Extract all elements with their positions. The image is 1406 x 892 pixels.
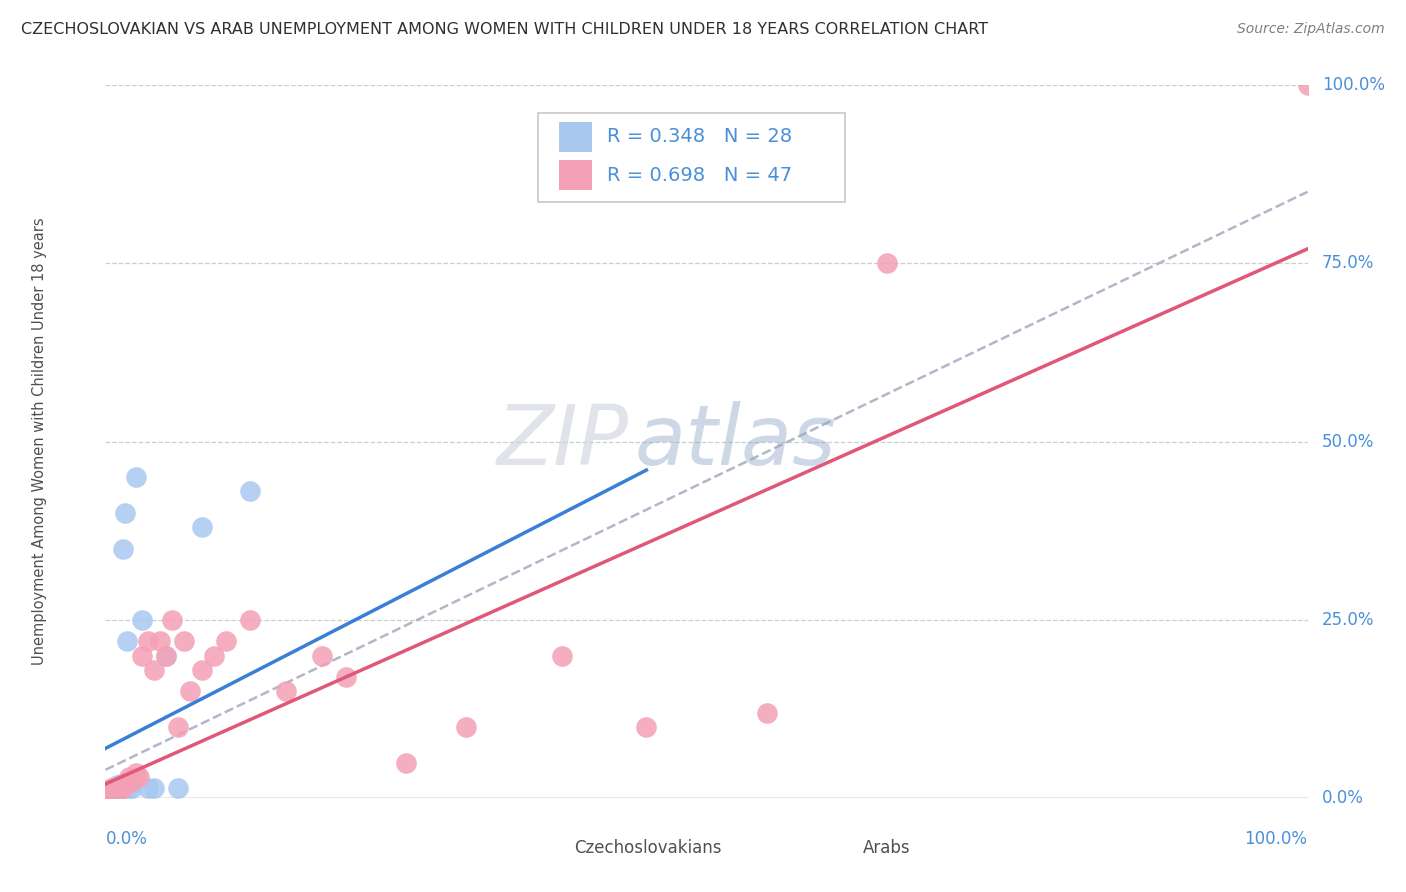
Point xyxy=(104,782,127,797)
Text: Unemployment Among Women with Children Under 18 years: Unemployment Among Women with Children U… xyxy=(32,218,46,665)
Text: 0.0%: 0.0% xyxy=(1322,789,1364,807)
Point xyxy=(456,720,478,734)
Point xyxy=(96,788,118,802)
Point xyxy=(104,782,127,797)
Point xyxy=(105,784,128,798)
Text: CZECHOSLOVAKIAN VS ARAB UNEMPLOYMENT AMONG WOMEN WITH CHILDREN UNDER 18 YEARS CO: CZECHOSLOVAKIAN VS ARAB UNEMPLOYMENT AMO… xyxy=(21,22,988,37)
Text: 100.0%: 100.0% xyxy=(1322,76,1385,94)
Point xyxy=(136,780,159,795)
Point xyxy=(166,720,188,734)
Point xyxy=(98,787,121,801)
Point xyxy=(166,780,188,795)
Point xyxy=(114,779,136,793)
Point xyxy=(214,634,236,648)
Point xyxy=(274,684,297,698)
Text: 75.0%: 75.0% xyxy=(1322,254,1375,272)
Point xyxy=(97,788,120,802)
Point xyxy=(115,634,138,648)
Point xyxy=(190,520,212,534)
Point xyxy=(98,786,121,800)
Point xyxy=(100,786,122,800)
Point xyxy=(107,780,129,795)
Point xyxy=(190,663,212,677)
FancyBboxPatch shape xyxy=(558,161,592,190)
Point xyxy=(142,780,165,795)
Text: 50.0%: 50.0% xyxy=(1322,433,1375,450)
FancyBboxPatch shape xyxy=(538,113,845,202)
Point xyxy=(112,777,135,791)
Point xyxy=(118,770,141,784)
Point xyxy=(155,648,177,663)
Point xyxy=(108,780,131,795)
Point xyxy=(98,788,121,802)
Point xyxy=(118,780,141,795)
Point xyxy=(755,706,778,720)
Point xyxy=(108,782,131,797)
Point xyxy=(98,784,121,798)
Text: atlas: atlas xyxy=(634,401,837,482)
Point xyxy=(111,780,134,795)
Point xyxy=(128,770,150,784)
Point xyxy=(121,780,143,795)
Point xyxy=(335,670,357,684)
Point xyxy=(101,786,124,800)
Point xyxy=(100,782,122,797)
Text: 100.0%: 100.0% xyxy=(1244,830,1308,848)
Point xyxy=(148,634,170,648)
Text: ZIP: ZIP xyxy=(496,401,628,482)
Point xyxy=(876,256,898,270)
Point xyxy=(98,784,121,798)
FancyBboxPatch shape xyxy=(538,837,565,860)
Point xyxy=(179,684,201,698)
Text: Source: ZipAtlas.com: Source: ZipAtlas.com xyxy=(1237,22,1385,37)
Point xyxy=(1296,78,1319,92)
Text: R = 0.348   N = 28: R = 0.348 N = 28 xyxy=(607,128,792,146)
Point xyxy=(115,773,138,788)
Point xyxy=(100,780,122,795)
Point xyxy=(239,613,262,627)
Point xyxy=(114,506,136,520)
Point xyxy=(136,634,159,648)
Point xyxy=(98,787,121,801)
FancyBboxPatch shape xyxy=(827,837,853,860)
Point xyxy=(103,784,125,798)
Point xyxy=(160,613,183,627)
Point xyxy=(311,648,333,663)
Point xyxy=(107,780,129,795)
Point xyxy=(107,784,129,798)
Point xyxy=(395,756,418,770)
FancyBboxPatch shape xyxy=(558,122,592,152)
Point xyxy=(121,773,143,788)
Point xyxy=(124,470,146,484)
Point xyxy=(110,777,132,791)
Text: 25.0%: 25.0% xyxy=(1322,611,1375,629)
Point xyxy=(98,782,121,797)
Point xyxy=(100,786,122,800)
Point xyxy=(202,648,225,663)
Point xyxy=(239,484,262,499)
Text: 0.0%: 0.0% xyxy=(105,830,148,848)
Point xyxy=(103,784,125,798)
Point xyxy=(155,648,177,663)
Point xyxy=(142,663,165,677)
Point xyxy=(105,786,128,800)
Text: R = 0.698   N = 47: R = 0.698 N = 47 xyxy=(607,166,792,185)
Point xyxy=(124,766,146,780)
Point xyxy=(101,786,124,800)
Point xyxy=(131,648,153,663)
Text: Czechoslovakians: Czechoslovakians xyxy=(574,839,721,857)
Point xyxy=(112,541,135,556)
Point xyxy=(98,786,121,800)
Text: Arabs: Arabs xyxy=(863,839,911,857)
Point xyxy=(551,648,574,663)
Point xyxy=(107,779,129,793)
Point xyxy=(131,613,153,627)
Point xyxy=(110,779,132,793)
Point xyxy=(97,786,120,800)
Point xyxy=(636,720,658,734)
Point xyxy=(173,634,195,648)
